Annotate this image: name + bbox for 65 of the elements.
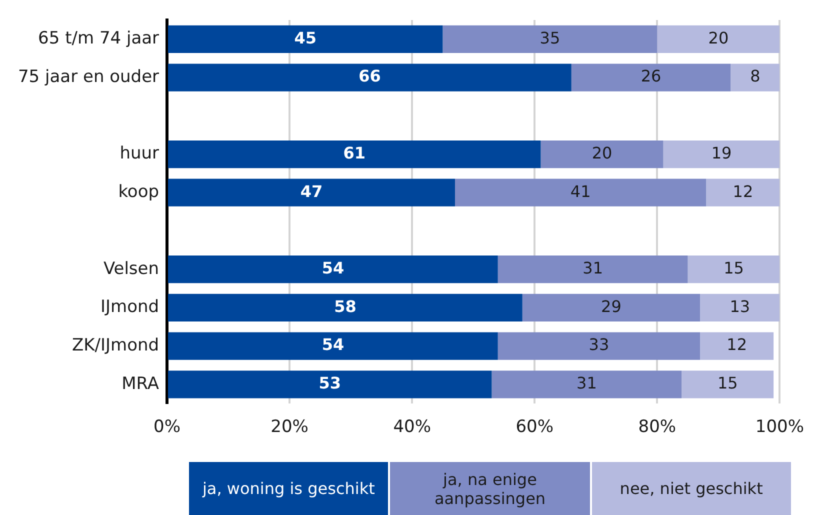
- data-label: 12: [732, 182, 754, 201]
- bar: [730, 64, 780, 92]
- data-label: 31: [582, 258, 604, 278]
- bar: [168, 370, 492, 398]
- bar: [168, 332, 498, 360]
- data-label: 61: [343, 143, 366, 162]
- y-tick-label: IJmond: [100, 297, 160, 318]
- x-tick-label: 100%: [755, 417, 804, 438]
- data-label: 41: [570, 182, 591, 201]
- data-label: 54: [322, 258, 344, 278]
- bar: [168, 140, 541, 168]
- data-label: 19: [711, 143, 732, 162]
- bar: [706, 178, 780, 206]
- x-tick-label: 80%: [638, 417, 676, 438]
- bar: [522, 294, 700, 322]
- bar: [663, 140, 780, 168]
- data-label: 35: [540, 28, 560, 48]
- bar: [442, 25, 658, 53]
- bar: [168, 25, 443, 53]
- data-label: 15: [717, 374, 738, 393]
- bar: [688, 256, 780, 284]
- bar: [700, 294, 780, 322]
- bar: [492, 370, 682, 398]
- bar: [571, 64, 731, 92]
- y-tick-label: ZK/IJmond: [72, 335, 160, 356]
- bar: [682, 370, 774, 398]
- data-label: 47: [300, 182, 323, 201]
- data-label: 29: [601, 296, 622, 316]
- text: nee, niet geschikt: [620, 479, 763, 498]
- y-tick-label: koop: [118, 182, 160, 202]
- data-label: 66: [358, 66, 381, 86]
- data-label: 45: [294, 28, 317, 48]
- bar: [657, 25, 780, 53]
- y-tick-label: Velsen: [103, 258, 160, 279]
- text: ja, woning is geschikt: [202, 479, 375, 498]
- bar: [540, 140, 664, 168]
- data-label: 54: [322, 335, 344, 354]
- data-label: 12: [726, 335, 747, 354]
- data-label: 53: [318, 374, 342, 393]
- data-label: 20: [592, 143, 612, 162]
- bar: [168, 178, 455, 206]
- bar: [168, 256, 498, 284]
- data-label: 58: [334, 296, 356, 316]
- bar: [700, 332, 774, 360]
- y-tick-label: 65 t/m 74 jaar: [38, 28, 160, 49]
- x-tick-label: 40%: [393, 417, 431, 438]
- data-label: 33: [588, 335, 610, 354]
- x-tick-label: 60%: [516, 417, 554, 438]
- bar: [498, 332, 700, 360]
- bar: [454, 178, 706, 206]
- data-label: 20: [708, 28, 729, 48]
- bar: [498, 256, 688, 284]
- text: ja, na enige aanpassingen: [433, 470, 547, 508]
- data-label: 26: [640, 66, 662, 86]
- y-tick-label: MRA: [122, 374, 160, 394]
- data-label: 15: [724, 258, 744, 278]
- y-tick-label: 75 jaar en ouder: [18, 66, 160, 87]
- data-label: 13: [730, 296, 750, 316]
- bar: [168, 294, 522, 322]
- data-label: 31: [576, 374, 597, 393]
- bar: [168, 64, 572, 92]
- x-tick-label: 20%: [270, 417, 308, 438]
- x-tick-label: 0%: [154, 417, 181, 438]
- y-tick-label: huur: [120, 144, 160, 164]
- data-label: 8: [750, 66, 760, 86]
